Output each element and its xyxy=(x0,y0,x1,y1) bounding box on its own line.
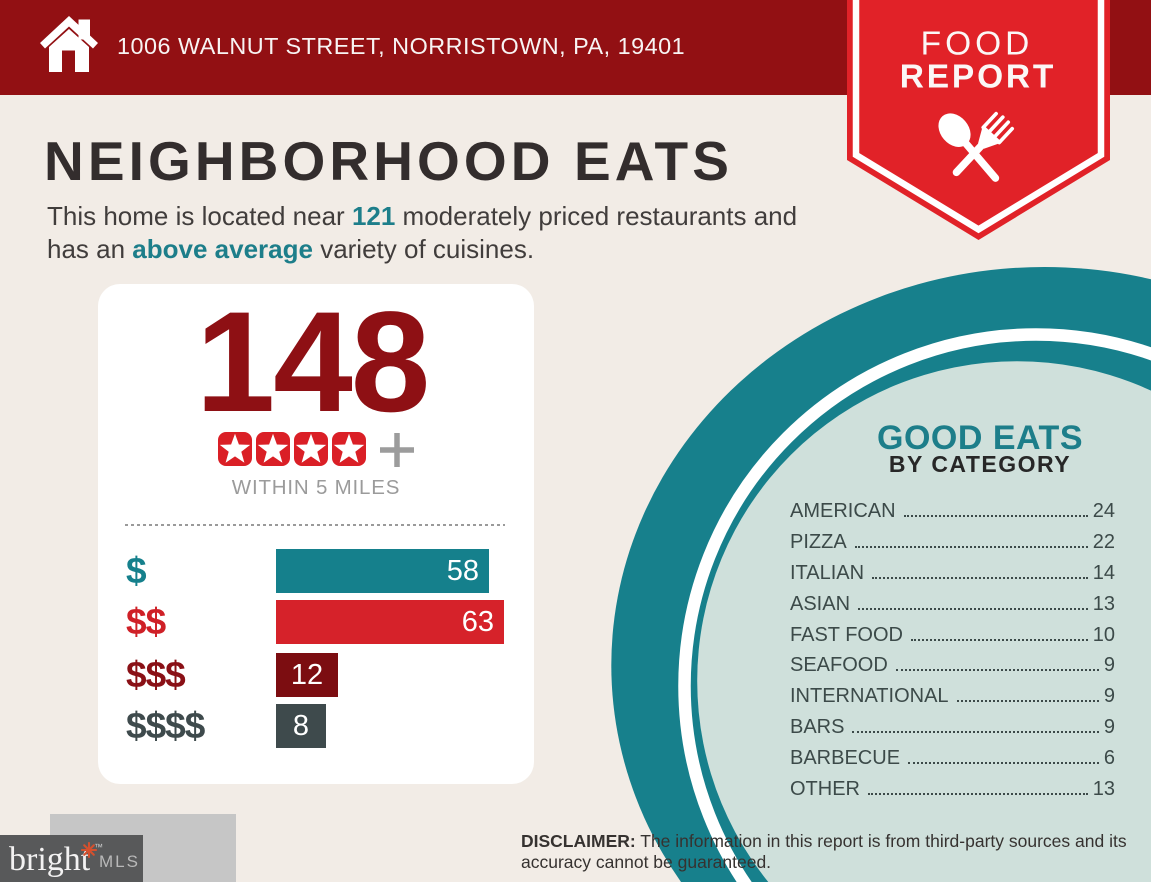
svg-text:REPORT: REPORT xyxy=(900,59,1056,96)
svg-text:FOOD: FOOD xyxy=(921,26,1034,63)
